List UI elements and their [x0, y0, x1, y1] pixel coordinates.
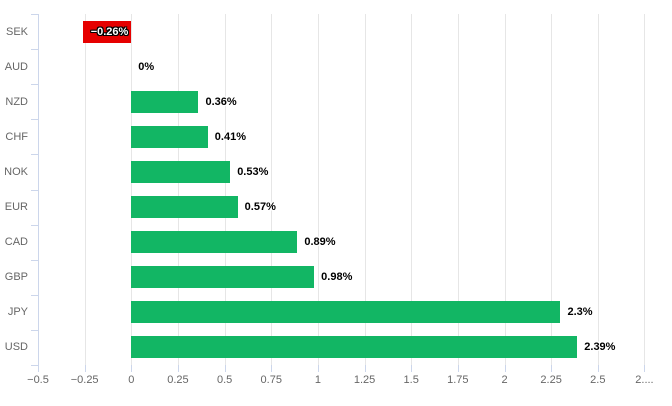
x-axis-tick	[271, 365, 273, 372]
category-label: CAD	[4, 236, 28, 249]
category-label: SEK	[5, 25, 28, 38]
bar-value-label: 2.3%	[567, 306, 593, 319]
x-axis-tick	[597, 365, 599, 372]
bar-nok[interactable]	[131, 160, 231, 183]
category-axis-tick	[31, 329, 38, 331]
bar-cad[interactable]	[131, 231, 298, 254]
x-axis-tick	[224, 365, 226, 372]
x-tick-label: 1.5	[403, 374, 419, 386]
gridline	[597, 14, 599, 365]
category-axis-tick	[31, 49, 38, 51]
bar-value-label: 0.98%	[321, 271, 353, 284]
category-axis-tick	[31, 84, 38, 86]
category-axis-line	[38, 14, 39, 366]
category-label: AUD	[4, 60, 28, 73]
x-tick-label: 1.75	[447, 374, 469, 386]
x-axis-tick	[411, 365, 413, 372]
bar-chf[interactable]	[131, 125, 208, 148]
x-axis-tick	[364, 365, 366, 372]
category-label: USD	[4, 341, 28, 354]
x-axis-tick	[644, 365, 646, 372]
gridline	[644, 14, 646, 365]
category-label: JPY	[7, 306, 28, 319]
x-axis-tick	[177, 365, 179, 372]
x-axis-tick	[457, 365, 459, 372]
x-tick-label: −0.5	[27, 374, 49, 386]
bar-value-label: 0.36%	[205, 95, 237, 108]
x-tick-label: 2.5	[590, 374, 606, 386]
category-axis-tick	[31, 14, 38, 15]
category-axis-tick	[31, 259, 38, 261]
category-label: NZD	[5, 95, 28, 108]
category-axis-tick	[31, 119, 38, 121]
gridline	[457, 14, 459, 365]
x-axis-tick	[38, 365, 39, 372]
bar-usd[interactable]	[131, 336, 578, 359]
x-tick-label: 2....	[635, 374, 654, 386]
gridline	[224, 14, 226, 365]
bar-value-label: 2.39%	[584, 341, 616, 354]
bar-value-label: 0%	[138, 60, 155, 73]
bar-gbp[interactable]	[131, 266, 315, 289]
bar-eur[interactable]	[131, 196, 238, 219]
category-axis-tick	[31, 224, 38, 226]
x-axis-tick	[317, 365, 319, 372]
x-tick-label: 0	[128, 374, 135, 386]
category-label: CHF	[5, 130, 28, 143]
x-tick-label: 0.75	[260, 374, 282, 386]
category-axis-tick	[31, 154, 38, 156]
category-axis-tick	[31, 365, 38, 366]
bar-value-label: 0.53%	[237, 165, 269, 178]
category-axis-tick	[31, 189, 38, 191]
gridline	[84, 14, 86, 365]
bar-sek[interactable]	[82, 20, 132, 43]
bar-nzd[interactable]	[131, 90, 199, 113]
x-tick-label: 1	[314, 374, 321, 386]
x-tick-label: 0.5	[216, 374, 233, 386]
x-tick-label: 0.25	[167, 374, 189, 386]
gridline	[411, 14, 413, 365]
gridline	[551, 14, 553, 365]
bar-jpy[interactable]	[131, 301, 561, 324]
gridline	[131, 14, 133, 365]
bar-value-label: −0.26%	[90, 25, 129, 38]
gridline	[177, 14, 179, 365]
x-tick-label: 2	[501, 374, 508, 386]
bar-value-label: 0.57%	[244, 201, 276, 214]
gridline	[317, 14, 319, 365]
x-axis-tick	[551, 365, 553, 372]
gridline	[504, 14, 506, 365]
bar-value-label: 0.41%	[214, 130, 246, 143]
x-tick-label: −0.25	[70, 374, 99, 386]
category-label: EUR	[4, 201, 28, 214]
x-axis-tick	[131, 365, 133, 372]
x-tick-label: 2.25	[540, 374, 562, 386]
x-tick-label: 1.25	[353, 374, 376, 386]
bar-value-label: 0.89%	[304, 236, 336, 249]
category-axis-tick	[31, 294, 38, 296]
gridline	[271, 14, 273, 365]
x-axis-tick	[84, 365, 86, 372]
gridline	[364, 14, 366, 365]
category-label: GBP	[4, 271, 28, 284]
x-axis-tick	[504, 365, 506, 372]
category-label: NOK	[4, 165, 28, 178]
